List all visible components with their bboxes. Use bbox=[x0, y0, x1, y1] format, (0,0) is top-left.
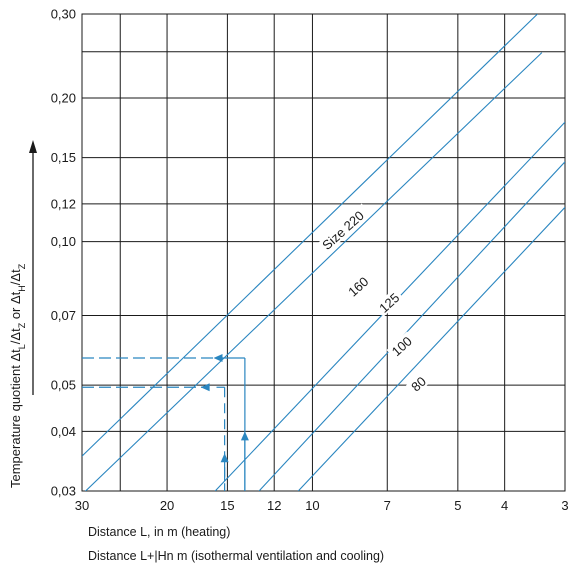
grid bbox=[81, 13, 566, 492]
series-label-bg bbox=[406, 371, 431, 396]
x-axis-label-isothermal: Distance L+|Hn m (isothermal ventilation… bbox=[88, 549, 385, 563]
y-axis-label-subscript: L bbox=[17, 344, 27, 349]
x-tick-label: 15 bbox=[220, 498, 234, 513]
x-tick-label: 3 bbox=[561, 498, 568, 513]
series-label: Size 220 bbox=[314, 203, 372, 257]
y-tick-label: 0,04 bbox=[51, 424, 76, 439]
y-axis-arrow-head bbox=[29, 140, 37, 153]
plot-frame bbox=[81, 13, 566, 492]
x-tick-label: 10 bbox=[305, 498, 319, 513]
series-label: 100 bbox=[386, 331, 417, 361]
y-tick-label: 0,20 bbox=[51, 90, 76, 105]
series-label: 160 bbox=[342, 271, 373, 301]
x-tick-label: 7 bbox=[384, 498, 391, 513]
x-tick-label: 4 bbox=[501, 498, 508, 513]
series-line bbox=[297, 206, 565, 491]
series-line bbox=[84, 52, 543, 491]
x-tick-label: 5 bbox=[454, 498, 461, 513]
series-label-bg bbox=[314, 203, 372, 257]
series-label: 125 bbox=[374, 288, 404, 317]
y-tick-label: 0,30 bbox=[51, 7, 76, 22]
y-tick-label: 0,10 bbox=[51, 234, 76, 249]
y-axis-label-subscript: Z bbox=[17, 322, 27, 328]
y-axis-label-part: Temperature quotient Δt bbox=[8, 349, 23, 488]
annotations bbox=[82, 354, 249, 491]
y-axis-label: Temperature quotient ΔtL/ΔtZ or ΔtH/ΔtZ bbox=[8, 263, 27, 488]
x-axis-label-heating: Distance L, in m (heating) bbox=[88, 525, 231, 539]
x-tick-label: 20 bbox=[160, 498, 174, 513]
x-tick-label: 30 bbox=[75, 498, 89, 513]
y-axis-label-subscript: Z bbox=[17, 263, 27, 269]
y-tick-label: 0,12 bbox=[51, 196, 76, 211]
y-axis-label-subscript: H bbox=[17, 285, 27, 292]
series-line bbox=[82, 14, 538, 457]
series-label: 80 bbox=[406, 371, 431, 396]
series-lines bbox=[82, 14, 565, 491]
series-label-text: Size 220 bbox=[319, 208, 367, 253]
series-label-bg bbox=[342, 271, 373, 301]
y-tick-label: 0,07 bbox=[51, 308, 76, 323]
y-axis-label-part: /Δt bbox=[8, 328, 23, 344]
x-tick-label: 12 bbox=[267, 498, 281, 513]
series-label-bg bbox=[386, 331, 417, 361]
series-line bbox=[258, 161, 565, 491]
y-axis-label-part: /Δt bbox=[8, 269, 23, 285]
series-label-bg bbox=[374, 288, 404, 317]
y-tick-label: 0,03 bbox=[51, 484, 76, 499]
y-tick-label: 0,15 bbox=[51, 150, 76, 165]
y-axis-label-part: or Δt bbox=[8, 291, 23, 322]
arrow-head bbox=[200, 383, 210, 392]
y-axis-label-group: Temperature quotient ΔtL/ΔtZ or ΔtH/ΔtZ bbox=[8, 263, 27, 488]
arrow-head bbox=[220, 453, 229, 463]
y-tick-label: 0,05 bbox=[51, 378, 76, 393]
arrow-head bbox=[240, 431, 249, 441]
series-label-text: 80 bbox=[408, 374, 429, 395]
